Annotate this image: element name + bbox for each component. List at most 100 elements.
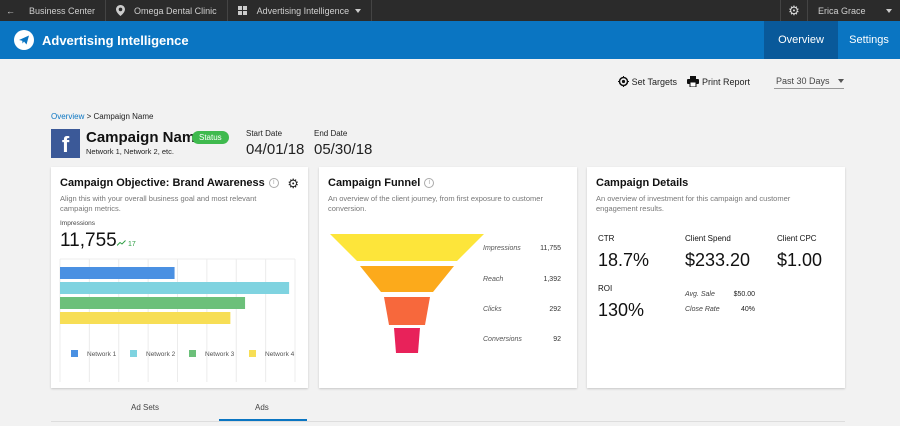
client-cpc-value: $1.00 (777, 250, 823, 270)
date-range-value: Past 30 Days (776, 76, 830, 86)
legend-label: Network 4 (265, 351, 295, 358)
facebook-letter: f (61, 132, 70, 157)
nav-settings[interactable]: Settings (849, 34, 889, 46)
bar-network-1 (60, 267, 175, 279)
details-description: An overview of investment for this campa… (596, 194, 791, 213)
funnel-value-reach: 1,392 (543, 276, 561, 283)
impressions-trend: 17 (116, 240, 136, 248)
avg-sale-value: $50.00 (733, 291, 755, 298)
set-targets-label: Set Targets (631, 76, 677, 87)
print-report-button[interactable]: Print Report (686, 76, 750, 87)
legend-swatch (130, 350, 137, 357)
funnel-title-text: Campaign Funnel (328, 177, 421, 189)
funnel-description: An overview of the client journey, from … (328, 194, 543, 213)
funnel-value-impressions: 11,755 (540, 245, 561, 252)
printer-icon (686, 76, 699, 87)
campaign-networks: Network 1, Network 2, etc. (86, 147, 174, 156)
chevron-down-icon (355, 8, 362, 13)
back-arrow-icon: ← (6, 5, 15, 16)
funnel-title: Campaign Funnel i (328, 177, 435, 189)
breadcrumb-current: Campaign Name (93, 112, 154, 121)
legend-label: Network 2 (146, 351, 176, 358)
breadcrumb-separator: > (84, 112, 94, 121)
date-range-select[interactable]: Past 30 Days (774, 74, 844, 89)
roi-value: 130% (598, 300, 645, 320)
grid-icon (237, 6, 247, 15)
funnel-graphic (330, 234, 484, 353)
start-date-label: Start Date (246, 129, 283, 138)
details-card: Campaign Details An overview of investme… (587, 167, 845, 388)
funnel-stage-conversions (394, 328, 420, 353)
impressions-value: 11,755 (60, 230, 117, 251)
info-icon[interactable]: i (268, 178, 279, 189)
funnel-label-clicks: Clicks (483, 306, 502, 313)
funnel-value-clicks: 292 (549, 306, 561, 313)
report-toolbar: Set Targets Print Report Past 30 Days (617, 74, 844, 89)
chevron-down-icon (886, 8, 892, 13)
user-name: Erica Grace (818, 5, 866, 16)
legend-swatch (189, 350, 196, 357)
user-menu[interactable]: Erica Grace (808, 6, 900, 16)
print-report-label: Print Report (701, 76, 750, 87)
legend-swatch (71, 350, 78, 357)
app-switcher[interactable]: Advertising Intelligence (228, 0, 373, 21)
set-targets-button[interactable]: Set Targets (617, 76, 677, 87)
funnel-value-conversions: 92 (553, 336, 561, 343)
ctr-value: 18.7% (598, 250, 650, 270)
facebook-icon: f (51, 129, 80, 158)
target-icon (617, 76, 629, 87)
breadcrumb: Overview > Campaign Name (51, 112, 154, 121)
impressions-label: Impressions (60, 220, 96, 227)
funnel-stage-clicks (384, 297, 430, 325)
ad-tabs: Ad Sets Ads (51, 399, 845, 422)
chevron-down-icon (838, 79, 844, 83)
objective-card: Campaign Objective: Brand Awareness i ⚙ A… (51, 167, 308, 388)
app-logo-icon (14, 30, 34, 50)
tab-ads[interactable]: Ads (255, 403, 269, 412)
details-title: Campaign Details (596, 177, 689, 189)
app-label: Advertising Intelligence (256, 5, 350, 16)
location-selector[interactable]: Omega Dental Clinic (106, 0, 228, 21)
end-date-value: 05/30/18 (314, 141, 373, 158)
app-header: Advertising Intelligence Overview Settin… (0, 21, 900, 59)
app-title: Advertising Intelligence (42, 32, 189, 48)
funnel-card: Campaign Funnel i An overview of the clie… (319, 167, 577, 388)
trend-value: 17 (127, 241, 136, 248)
objective-description: Align this with your overall business go… (60, 194, 257, 213)
funnel-stage-impressions (330, 234, 484, 261)
funnel-label-impressions: Impressions (483, 245, 521, 252)
breadcrumb-overview-link[interactable]: Overview (51, 112, 85, 121)
trend-up-icon (116, 240, 126, 246)
funnel-label-conversions: Conversions (483, 336, 522, 343)
roi-label: ROI (598, 284, 613, 293)
nav-overview[interactable]: Overview (764, 21, 838, 59)
bar-network-2 (60, 282, 290, 294)
active-tab-indicator (219, 419, 307, 421)
gear-icon[interactable]: ⚙ (287, 176, 299, 191)
client-cpc-label: Client CPC (777, 234, 817, 243)
objective-title-text: Campaign Objective: Brand Awareness (60, 177, 265, 189)
info-icon[interactable]: i (424, 178, 435, 189)
bar-network-4 (60, 312, 231, 324)
close-rate-label: Close Rate (685, 306, 720, 313)
client-spend-label: Client Spend (685, 234, 731, 243)
ctr-label: CTR (598, 234, 615, 243)
objective-title: Campaign Objective: Brand Awareness i (60, 177, 279, 189)
gear-icon[interactable]: ⚙ (780, 0, 808, 21)
start-date-value: 04/01/18 (246, 141, 305, 158)
funnel-stage-reach (360, 266, 454, 292)
location-label: Omega Dental Clinic (134, 5, 217, 16)
close-rate-value: 40% (740, 306, 755, 313)
legend-swatch (249, 350, 256, 357)
end-date-label: End Date (314, 129, 348, 138)
status-badge: Status (192, 131, 229, 144)
tab-ad-sets[interactable]: Ad Sets (131, 403, 160, 412)
location-pin-icon (116, 5, 126, 16)
funnel-label-reach: Reach (483, 276, 504, 283)
legend-label: Network 1 (87, 351, 117, 358)
bar-network-3 (60, 297, 246, 309)
client-spend-value: $233.20 (685, 250, 751, 270)
avg-sale-label: Avg. Sale (685, 291, 715, 298)
back-to-business-center[interactable]: ← Business Center (0, 0, 107, 21)
